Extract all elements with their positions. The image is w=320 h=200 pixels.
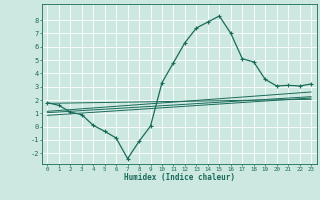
X-axis label: Humidex (Indice chaleur): Humidex (Indice chaleur) [124, 173, 235, 182]
